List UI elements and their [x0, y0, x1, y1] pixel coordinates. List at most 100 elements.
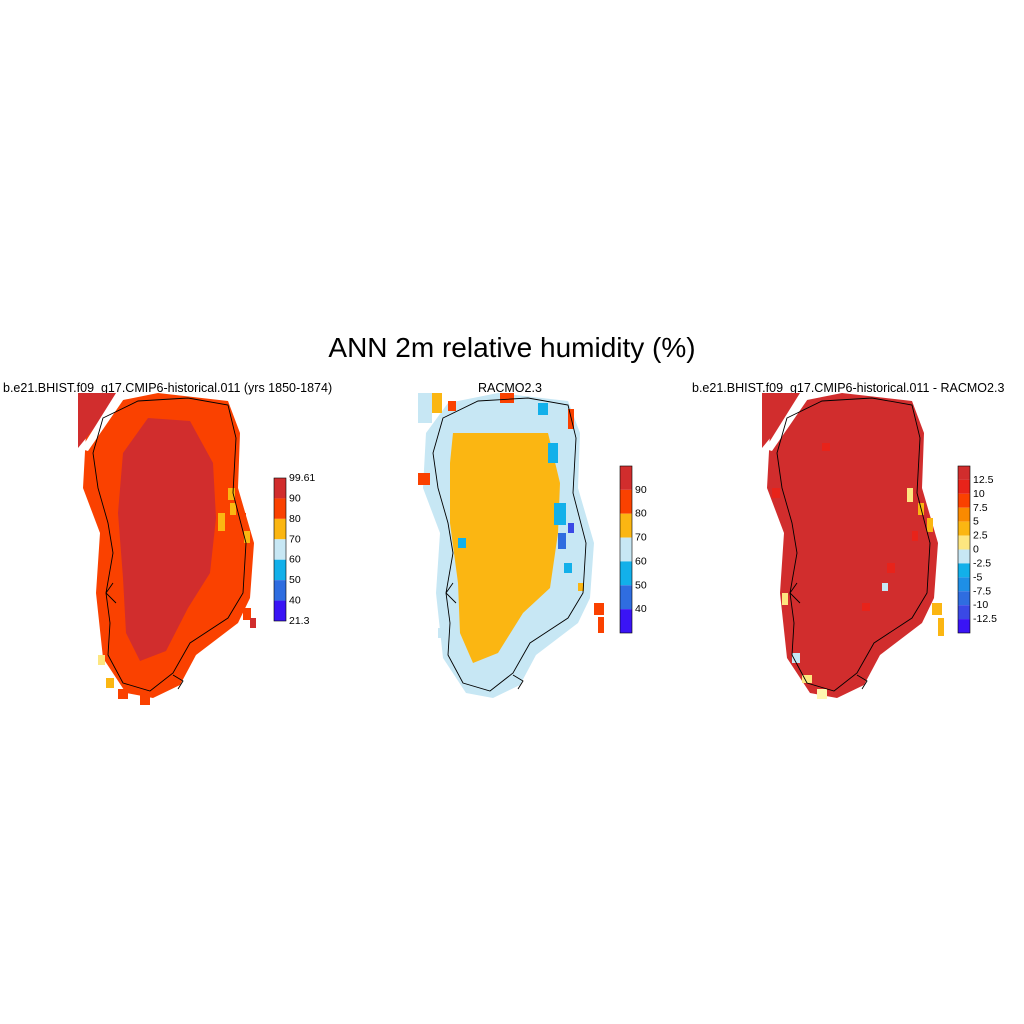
grid-cell	[238, 513, 246, 523]
colorbar-obs: 90 80 70 60 50 40	[619, 465, 647, 634]
grid-cell	[432, 393, 442, 413]
grid-cell	[932, 603, 942, 615]
colorbar-bin	[274, 539, 286, 560]
colorbar-bin	[958, 549, 970, 564]
colorbar-tick-label: 99.61	[289, 472, 315, 484]
grid-cell	[98, 655, 105, 665]
grid-cell	[887, 563, 895, 573]
colorbar-frame	[957, 465, 971, 634]
colorbar-tick-label: 21.3	[289, 615, 310, 627]
ice-sheet-interior	[450, 433, 560, 663]
colorbar-tick-label: 50	[635, 579, 647, 591]
colorbar-tick-label: 80	[289, 513, 301, 525]
colorbar-tick-label: 12.5	[973, 474, 994, 486]
grid-cell	[418, 393, 432, 423]
grid-cell	[488, 663, 498, 673]
colorbar-tick-label: 50	[289, 574, 301, 586]
colorbar-bin	[274, 518, 286, 540]
panel-title-diff: b.e21.BHIST.f09_g17.CMIP6-historical.011…	[692, 381, 1005, 395]
colorbar-tick-label: -7.5	[973, 585, 991, 597]
colorbar-bin	[274, 478, 286, 499]
colorbar-bin	[958, 563, 970, 578]
colorbar-bin	[958, 605, 970, 620]
map-panel-obs	[418, 393, 604, 698]
colorbar-tick-label: 2.5	[973, 530, 988, 542]
grid-cell	[438, 628, 446, 638]
colorbar-bin	[620, 466, 632, 490]
colorbar-tick-label: -5	[973, 571, 982, 583]
colorbar-bin	[620, 561, 632, 586]
colorbar-bin	[274, 600, 286, 621]
grid-cell	[782, 593, 788, 605]
grid-cell	[418, 473, 430, 485]
grid-cell	[140, 693, 150, 705]
edge-cells	[418, 393, 604, 673]
grid-cell	[106, 678, 114, 688]
land-gap	[765, 393, 812, 451]
colorbar-bin	[620, 489, 632, 514]
colorbar-bin	[958, 577, 970, 592]
colorbar-bin	[958, 493, 970, 508]
colorbar-tick-label: 10	[973, 488, 985, 500]
colorbar-tick-label: 5	[973, 516, 979, 528]
grid-cell	[500, 393, 514, 403]
colorbar-bin	[620, 609, 632, 633]
colorbar-tick-label: -12.5	[973, 613, 997, 625]
grid-cell	[548, 443, 558, 463]
colorbar-frame	[619, 465, 633, 634]
grid-cell	[218, 513, 225, 531]
edge-cells	[98, 488, 256, 705]
colorbar-tick-label: 80	[635, 508, 647, 520]
colorbar-tick-label: 70	[289, 533, 301, 545]
colorbar-model: 99.61 90 80 70 60 50 40 21.3	[273, 472, 315, 627]
colorbar-tick-label: 7.5	[973, 502, 988, 514]
grid-cell	[243, 608, 251, 620]
colorbar-tick-label: -2.5	[973, 557, 991, 569]
grid-cell	[912, 531, 918, 541]
colorbar-tick-label: 60	[635, 555, 647, 567]
grid-cell	[118, 689, 128, 699]
colorbar-tick-label: 90	[635, 484, 647, 496]
colorbar-bin	[958, 507, 970, 522]
grid-cell	[244, 531, 250, 543]
land-gap	[81, 393, 128, 451]
grid-cell	[822, 443, 830, 451]
grid-cell	[250, 618, 256, 628]
grid-cell	[772, 488, 780, 498]
panel-title-model: b.e21.BHIST.f09_g17.CMIP6-historical.011…	[3, 381, 333, 395]
grid-cell	[458, 538, 466, 548]
edge-cells	[772, 443, 944, 699]
grid-cell	[448, 401, 456, 411]
grid-cell	[927, 518, 933, 532]
colorbar-bin	[958, 466, 970, 480]
colorbar-bin	[958, 535, 970, 550]
colorbar-tick-label: -10	[973, 599, 988, 611]
difference-field	[767, 393, 938, 698]
colorbar-bin	[620, 537, 632, 562]
colorbar-bin	[274, 580, 286, 601]
colorbar-tick-label: 40	[635, 603, 647, 615]
colorbar-bin	[958, 521, 970, 536]
map-panel-model	[78, 393, 256, 705]
grid-cell	[228, 488, 235, 500]
colorbar-bin	[274, 498, 286, 519]
colorbar-bin	[620, 585, 632, 610]
grid-cell	[578, 583, 584, 591]
colorbar-bin	[958, 619, 970, 633]
panel-title-obs: RACMO2.3	[478, 381, 542, 395]
colorbar-tick-label: 60	[289, 554, 301, 566]
grid-cell	[938, 618, 944, 636]
colorbar-bin	[620, 513, 632, 538]
grid-cell	[907, 488, 913, 502]
colorbar-tick-label: 90	[289, 492, 301, 504]
grid-cell	[817, 689, 827, 699]
grid-cell	[802, 675, 812, 683]
figure-title: ANN 2m relative humidity (%)	[328, 332, 696, 363]
grid-cell	[598, 617, 604, 633]
grid-cell	[792, 653, 800, 663]
grid-cell	[862, 603, 870, 611]
grid-cell	[594, 603, 604, 615]
grid-cell	[568, 523, 574, 533]
colorbar-bin	[958, 591, 970, 606]
